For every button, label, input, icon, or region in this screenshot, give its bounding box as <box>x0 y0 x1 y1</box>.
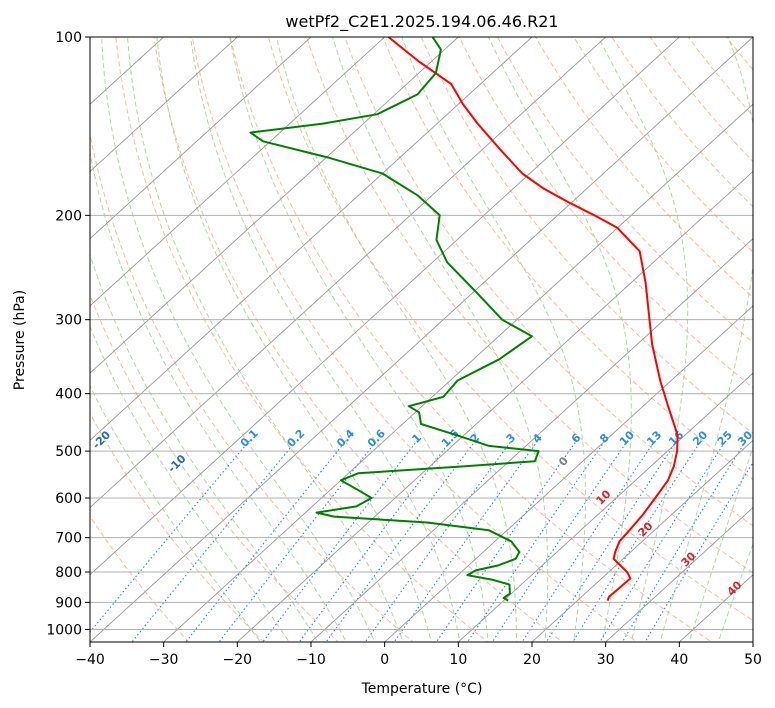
y-tick-label: 200 <box>55 208 82 224</box>
y-axis-ticks: 100 200 300 400 500 600 700 800 900 1000 <box>46 30 90 638</box>
x-tick-label: 50 <box>744 652 762 668</box>
dewpoint-profile-line <box>249 37 540 602</box>
x-tick-label: −20 <box>223 652 253 668</box>
y-tick-label: 600 <box>55 491 82 507</box>
sounding-profiles <box>249 37 679 602</box>
dry-adiabat-line <box>649 37 753 163</box>
isotherm-line <box>383 305 753 642</box>
dry-adiabat-line <box>382 37 753 481</box>
dry-adiabat-line <box>90 515 190 642</box>
moist-adiabat-line <box>90 384 261 642</box>
isotherm-line <box>162 103 753 642</box>
y-tick-label: 1000 <box>46 622 82 638</box>
dry-adiabat-line <box>229 37 713 642</box>
mixing-ratio-line <box>90 440 251 633</box>
dry-adiabat-line <box>535 37 753 298</box>
dry-adiabat-line <box>458 37 753 389</box>
moist-adiabats <box>90 37 753 642</box>
x-tick-label: −10 <box>296 652 326 668</box>
moist-adiabat-line <box>487 37 632 642</box>
x-tick-label: 30 <box>597 652 615 668</box>
isobars <box>90 37 753 630</box>
moist-adiabat-line <box>90 253 319 642</box>
y-tick-label: 900 <box>55 595 82 611</box>
x-tick-label: 20 <box>523 652 541 668</box>
moist-adiabat-line <box>332 37 549 642</box>
dry-adiabat-line <box>90 131 414 642</box>
dry-adiabat-line <box>115 37 489 642</box>
isotherm-line <box>90 37 533 441</box>
mixing-ratio-line <box>491 440 629 642</box>
isotherm-line <box>236 170 753 642</box>
chart-title: wetPf2_C2E1.2025.194.06.46.R21 <box>285 12 558 32</box>
x-axis-label: Temperature (°C) <box>361 681 483 697</box>
x-tick-label: −30 <box>149 652 179 668</box>
dry-adiabat-line <box>344 37 753 527</box>
plot-area: -100-90-80-70-60-50-40-30-20-10010203040… <box>90 37 753 642</box>
y-tick-label: 300 <box>55 313 82 329</box>
moist-adiabat-line <box>189 37 461 642</box>
isotherm-line <box>90 37 386 307</box>
moist-adiabat-line <box>275 37 517 642</box>
y-tick-label: 800 <box>55 565 82 581</box>
x-tick-label: −40 <box>75 652 105 668</box>
y-tick-label: 500 <box>55 444 82 460</box>
temperature-profile-line <box>387 37 679 601</box>
moist-adiabat-line <box>688 445 753 642</box>
moist-adiabat-line <box>156 37 433 642</box>
mixing-ratio-line <box>218 440 378 642</box>
isotherm-line <box>604 506 753 642</box>
x-tick-label: 0 <box>380 652 389 668</box>
dry-adiabats <box>90 37 753 642</box>
y-tick-label: 700 <box>55 531 82 547</box>
moist-adiabat-line <box>101 37 376 642</box>
x-tick-label: 40 <box>670 652 688 668</box>
moist-adiabat-line <box>401 37 586 642</box>
isotherm-line <box>90 37 239 173</box>
x-axis-ticks: −40 −30 −20 −10 0 10 20 30 40 50 <box>75 642 762 668</box>
moist-adiabat-line <box>597 37 689 642</box>
mixing-ratio-line <box>572 440 702 642</box>
mixing-ratio-line <box>262 440 418 642</box>
x-tick-label: 10 <box>449 652 467 668</box>
moist-adiabat-line <box>90 149 347 642</box>
dry-adiabat-line <box>611 37 753 208</box>
dry-adiabat-line <box>153 37 564 642</box>
mixing-ratio-line <box>393 440 539 642</box>
mixing-ratio-line <box>131 440 297 642</box>
mixing-ratio-line <box>466 440 606 642</box>
isotherm-line <box>90 37 753 642</box>
y-tick-label: 100 <box>55 30 82 46</box>
mixing-ratio-line <box>644 461 753 642</box>
moist-adiabat-line <box>659 37 753 642</box>
y-axis-label: Pressure (hPa) <box>12 290 28 390</box>
mixing-ratio-line <box>364 440 512 642</box>
dry-adiabat-line <box>573 37 753 253</box>
isotherm-line <box>457 372 753 642</box>
isotherm-line <box>90 37 607 509</box>
moist-adiabat-line <box>90 325 290 642</box>
plot-frame <box>89 36 754 643</box>
isotherm-line <box>90 37 312 240</box>
isotherm-line <box>531 439 753 642</box>
moist-adiabat-line <box>229 37 489 642</box>
isotherm-line <box>90 37 681 576</box>
dry-adiabat-line <box>420 37 753 435</box>
mixing-ratio-line <box>545 440 678 642</box>
mixing-ratio-line <box>521 440 656 642</box>
isotherm-line <box>90 37 460 374</box>
dry-adiabat-line <box>90 412 265 642</box>
y-tick-label: 400 <box>55 387 82 403</box>
